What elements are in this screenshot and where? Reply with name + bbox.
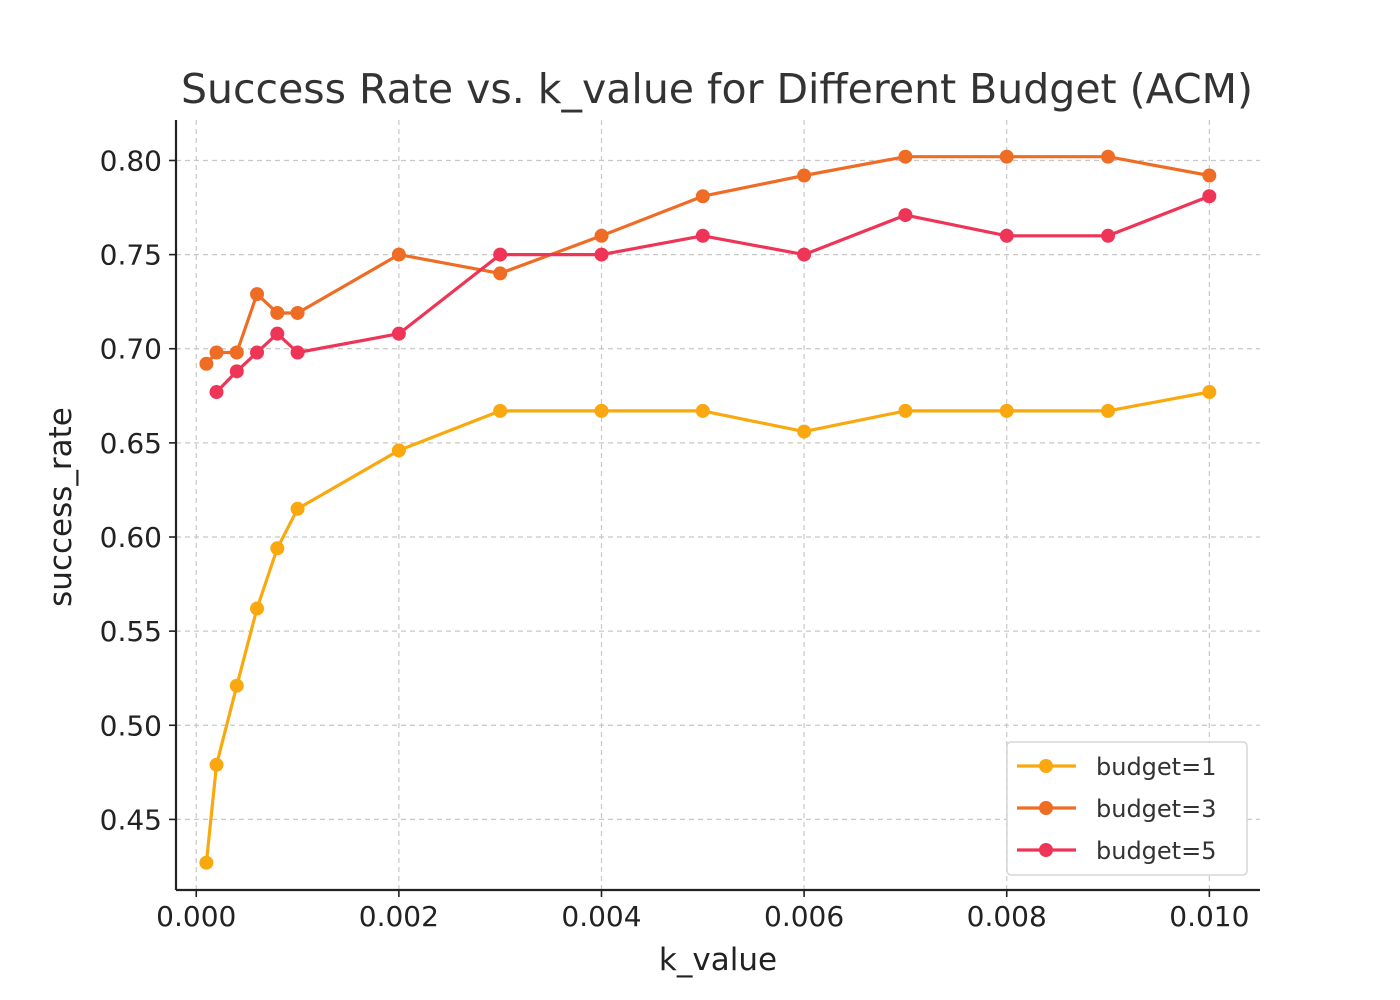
data-point xyxy=(250,345,265,360)
data-point xyxy=(695,189,710,204)
data-point xyxy=(594,403,609,418)
data-point xyxy=(391,247,406,262)
data-point xyxy=(797,424,812,439)
data-point xyxy=(898,403,913,418)
data-point xyxy=(290,345,305,360)
x-ticks: 0.000 0.002 0.004 0.006 0.008 0.010 xyxy=(156,890,1249,933)
data-point xyxy=(391,443,406,458)
data-point xyxy=(199,855,214,870)
y-tick-label: 0.75 xyxy=(100,239,162,272)
chart-title: Success Rate vs. k_value for Different B… xyxy=(181,65,1253,113)
data-point xyxy=(209,345,224,360)
y-ticks: 0.45 0.50 0.55 0.60 0.65 0.70 0.75 0.80 xyxy=(100,144,176,836)
y-tick-label: 0.70 xyxy=(100,333,162,366)
series-line xyxy=(215,194,1210,394)
y-tick-label: 0.80 xyxy=(100,144,162,177)
x-tick-label: 0.008 xyxy=(967,900,1047,933)
data-point xyxy=(229,678,244,693)
data-point xyxy=(270,305,285,320)
legend-item: budget=5 xyxy=(1017,837,1216,865)
x-tick-label: 0.004 xyxy=(561,900,641,933)
y-tick-label: 0.45 xyxy=(100,803,162,836)
x-tick-label: 0.000 xyxy=(156,900,236,933)
data-point xyxy=(999,403,1014,418)
axes xyxy=(174,120,1260,892)
data-point xyxy=(270,326,285,341)
data-point xyxy=(898,208,913,223)
data-point xyxy=(493,247,508,262)
legend-item: budget=1 xyxy=(1017,753,1216,781)
data-point xyxy=(1202,168,1217,183)
series-layer xyxy=(199,149,1217,870)
data-point xyxy=(290,305,305,320)
data-point xyxy=(695,403,710,418)
data-point xyxy=(898,149,913,164)
data-point xyxy=(391,326,406,341)
data-point xyxy=(999,149,1014,164)
legend-marker xyxy=(1039,759,1053,773)
x-tick-label: 0.010 xyxy=(1169,900,1249,933)
data-point xyxy=(594,228,609,243)
data-point xyxy=(493,403,508,418)
data-point xyxy=(1101,403,1116,418)
data-point xyxy=(199,356,214,371)
data-point xyxy=(290,501,305,516)
data-point xyxy=(1202,385,1217,400)
legend-item: budget=3 xyxy=(1017,795,1216,823)
legend-box xyxy=(1006,741,1248,876)
legend-label: budget=1 xyxy=(1096,753,1216,781)
data-point xyxy=(250,601,265,616)
legend-label: budget=5 xyxy=(1096,837,1216,865)
series-budget=5 xyxy=(209,189,1217,400)
data-point xyxy=(229,345,244,360)
y-axis-label: success_rate xyxy=(43,407,79,607)
legend-label: budget=3 xyxy=(1096,795,1216,823)
series-budget=1 xyxy=(199,385,1217,870)
data-point xyxy=(797,247,812,262)
legend-marker xyxy=(1039,843,1053,857)
y-tick-label: 0.60 xyxy=(100,521,162,554)
legend: budget=1 budget=3 budget=5 xyxy=(1006,741,1248,876)
series-budget=3 xyxy=(199,149,1217,371)
data-point xyxy=(695,228,710,243)
data-point xyxy=(1101,149,1116,164)
data-point xyxy=(999,228,1014,243)
data-point xyxy=(209,385,224,400)
x-tick-label: 0.002 xyxy=(359,900,439,933)
series-line xyxy=(205,155,1210,365)
x-axis-label: k_value xyxy=(659,942,777,978)
data-point xyxy=(209,757,224,772)
data-point xyxy=(797,168,812,183)
data-point xyxy=(229,364,244,379)
x-tick-label: 0.006 xyxy=(764,900,844,933)
y-tick-label: 0.55 xyxy=(100,615,162,648)
data-point xyxy=(493,266,508,281)
data-point xyxy=(270,541,285,556)
y-tick-label: 0.50 xyxy=(100,709,162,742)
legend-marker xyxy=(1039,801,1053,815)
data-point xyxy=(1101,228,1116,243)
data-point xyxy=(1202,189,1217,204)
data-point xyxy=(250,287,265,302)
data-point xyxy=(594,247,609,262)
y-tick-label: 0.65 xyxy=(100,427,162,460)
